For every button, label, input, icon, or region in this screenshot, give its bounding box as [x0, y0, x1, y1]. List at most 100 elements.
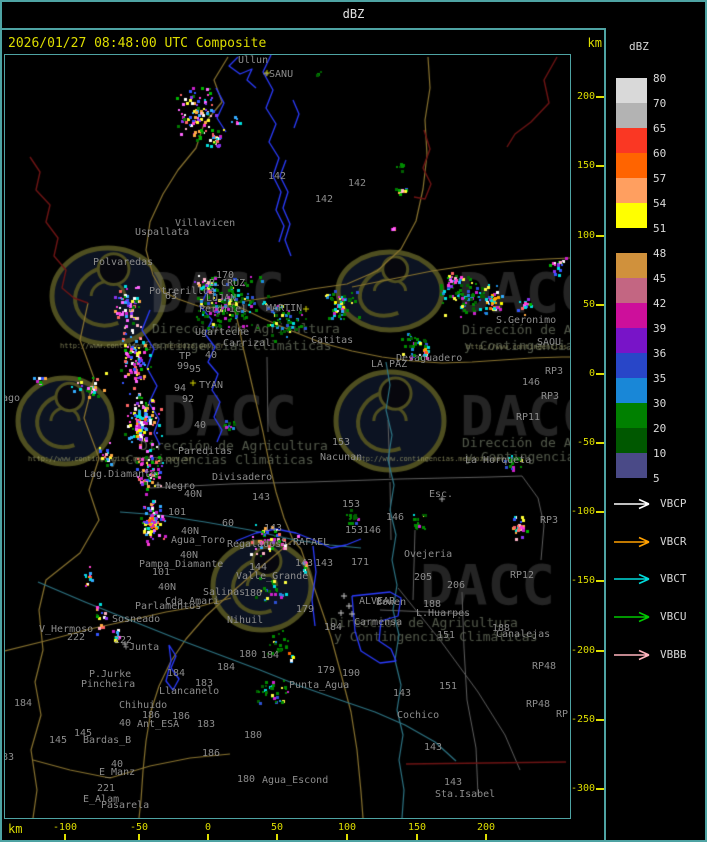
colorbar-title: dBZ: [629, 40, 649, 53]
arrow-icon: [614, 611, 650, 623]
x-tick-label: 200: [476, 822, 496, 833]
panel-divider-line: [604, 28, 606, 842]
y-tick-label: 50: [582, 299, 595, 310]
colorbar-value-label: 70: [653, 97, 667, 110]
map-place-label: 151: [437, 630, 456, 641]
colorbar-swatch: [616, 378, 647, 403]
x-tick-mark: [138, 834, 140, 841]
map-place-label: Perdriel: [199, 304, 248, 315]
map-place-label: 143: [252, 492, 271, 503]
x-tick-label: 100: [337, 822, 357, 833]
map-place-label: TYAN: [199, 380, 224, 391]
map-place-label: Carmensa: [354, 617, 403, 628]
x-tick-mark: [207, 834, 209, 841]
colorbar-value-label: 65: [653, 122, 667, 135]
colorbar-swatch: [616, 178, 647, 203]
y-tick-label: -300: [571, 783, 596, 794]
colorbar-swatch: [616, 203, 647, 228]
colorbar-value-label: 60: [653, 147, 667, 160]
colorbar-swatch: [616, 153, 647, 178]
map-place-label: 83: [5, 752, 15, 763]
y-tick-label: -150: [571, 575, 596, 586]
map-place-label: RP48: [532, 661, 557, 672]
map-place-label: 99: [177, 361, 190, 372]
y-tick-label: -100: [571, 506, 596, 517]
map-place-label: 222: [67, 632, 86, 643]
map-place-label: +Junta: [123, 642, 160, 653]
x-tick-mark: [346, 834, 348, 841]
map-place-label: 186: [172, 711, 191, 722]
map-place-label: RP3: [545, 366, 564, 377]
map-place-label: Divisadero: [212, 472, 273, 483]
map-place-label: 171: [351, 557, 370, 568]
map-place-label: RP12: [510, 570, 535, 581]
legend-item-vbcp: VBCP: [613, 496, 707, 510]
map-place-label: 40N: [158, 582, 177, 593]
map-place-label: Ugarteche: [195, 327, 250, 338]
map-place-label: ALVEAR: [359, 596, 396, 607]
colorbar-swatch: [616, 103, 647, 128]
map-place-label: 143: [295, 558, 314, 569]
map-place-label: 144: [249, 562, 268, 573]
x-tick-label: 150: [407, 822, 427, 833]
x-axis-unit-label: km: [8, 822, 23, 836]
map-place-label: La Horqueta: [465, 455, 532, 466]
colorbar-value-label: 54: [653, 197, 667, 210]
map-place-label: 63: [165, 291, 178, 302]
map-place-label: 40: [194, 420, 207, 431]
map-place-label: 40: [205, 350, 218, 361]
map-place-label: 143: [444, 777, 463, 788]
map-place-label: 145: [74, 728, 93, 739]
map-place-label: 142: [315, 194, 334, 205]
map-place-label: 188: [423, 599, 442, 610]
legend-label: VBCP: [660, 497, 687, 510]
map-place-label: Esc.: [429, 489, 454, 500]
map-place-label: 40: [111, 759, 124, 770]
colorbar-swatch: [616, 228, 647, 253]
map-place-label: 205: [414, 572, 433, 583]
map-place-label: ago: [5, 393, 21, 404]
map-place-label: 188: [492, 623, 511, 634]
map-place-label: Uspallata: [135, 227, 190, 238]
map-place-label: RP3: [540, 515, 559, 526]
map-place-label: Carrizal: [223, 338, 272, 349]
map-place-label: Cochico: [397, 710, 440, 721]
map-place-label: 143: [393, 688, 412, 699]
colorbar-value-label: 42: [653, 297, 667, 310]
map-place-label: RP48: [526, 699, 551, 710]
y-tick-label: -200: [571, 645, 596, 656]
map-place-label: Sta.Isabel: [435, 789, 496, 800]
map-place-label: Ovejeria: [404, 549, 453, 560]
map-place-label: Pasarela: [101, 800, 150, 811]
x-tick-label: -50: [129, 822, 149, 833]
map-place-label: Ant_ESA: [137, 719, 180, 730]
map-place-label: 60: [222, 518, 235, 529]
map-place-label: Nihuil: [227, 615, 264, 626]
x-tick-label: -100: [52, 822, 78, 833]
y-tick-label: -250: [571, 714, 596, 725]
map-place-label: Lag.Diamante: [84, 469, 157, 480]
map-place-label: MARTIN: [266, 303, 303, 314]
timestamp-label: 2026/01/27 08:48:00 UTC Composite: [8, 36, 267, 51]
map-place-label: 184: [167, 668, 186, 679]
map-place-label: Villavicen: [175, 218, 236, 229]
map-place-label: 180: [244, 588, 263, 599]
map-place-label: S.RAFAEL: [281, 537, 330, 548]
map-place-label: 170: [216, 270, 235, 281]
arrow-icon: [614, 498, 650, 510]
colorbar-value-label: 35: [653, 372, 667, 385]
y-axis-unit-label: km: [587, 36, 602, 50]
radar-map: Ullun +SANU 142 142 142 Villavicen Uspallata Po…: [4, 54, 571, 819]
legend-label: VBCT: [660, 572, 687, 585]
map-place-label: 40: [119, 718, 132, 729]
map-place-label: Regalados: [227, 539, 282, 550]
map-place-label: 183: [197, 719, 216, 730]
y-tick-mark: [596, 304, 604, 306]
colorbar-value-label: 51: [653, 222, 667, 235]
map-place-label: 184: [14, 698, 33, 709]
legend-label: VBBB: [660, 648, 687, 661]
x-tick-mark: [276, 834, 278, 841]
map-place-label: 184: [261, 650, 280, 661]
map-place-label: 40N: [180, 550, 199, 561]
colorbar-value-label: 5: [653, 472, 660, 485]
